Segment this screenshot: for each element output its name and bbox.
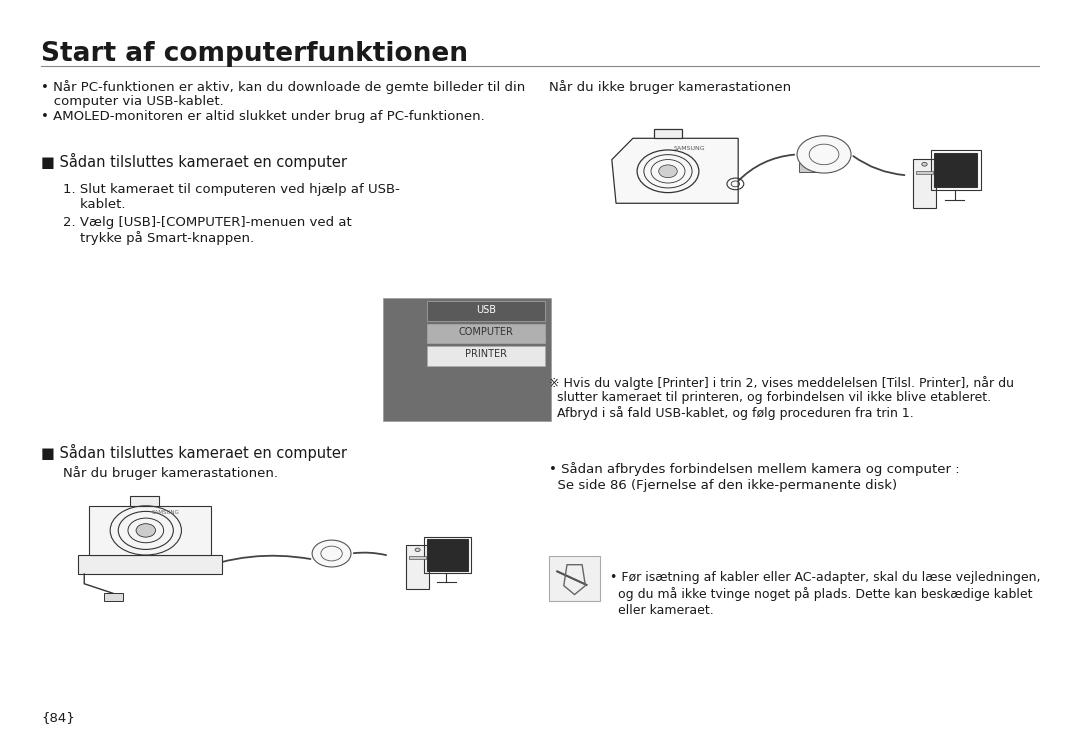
Text: COMPUTER: COMPUTER bbox=[459, 327, 513, 337]
Circle shape bbox=[797, 136, 851, 173]
Text: SAMSUNG: SAMSUNG bbox=[151, 510, 179, 515]
Text: Når du ikke bruger kamerastationen: Når du ikke bruger kamerastationen bbox=[549, 80, 791, 94]
Bar bbox=[406, 545, 429, 589]
Bar bbox=[427, 324, 545, 343]
Text: • Når PC-funktionen er aktiv, kan du downloade de gemte billeder til din: • Når PC-funktionen er aktiv, kan du dow… bbox=[41, 80, 525, 94]
Bar bbox=[104, 594, 123, 601]
Text: {84}: {84} bbox=[41, 711, 75, 724]
Text: trykke på Smart-knappen.: trykke på Smart-knappen. bbox=[63, 231, 254, 245]
Bar bbox=[916, 171, 933, 174]
Polygon shape bbox=[90, 506, 211, 555]
Text: og du må ikke tvinge noget på plads. Dette kan beskædige kablet: og du må ikke tvinge noget på plads. Det… bbox=[610, 587, 1032, 601]
Text: 2. Vælg [USB]-[COMPUTER]-menuen ved at: 2. Vælg [USB]-[COMPUTER]-menuen ved at bbox=[63, 216, 351, 229]
Text: computer via USB-kablet.: computer via USB-kablet. bbox=[41, 95, 224, 107]
Text: ■ Sådan tilsluttes kameraet en computer: ■ Sådan tilsluttes kameraet en computer bbox=[41, 444, 347, 461]
Circle shape bbox=[921, 163, 927, 166]
Text: 1. Slut kameraet til computeren ved hjælp af USB-: 1. Slut kameraet til computeren ved hjæl… bbox=[63, 183, 400, 195]
Text: • Før isætning af kabler eller AC-adapter, skal du læse vejledningen,: • Før isætning af kabler eller AC-adapte… bbox=[610, 571, 1041, 583]
Bar bbox=[427, 346, 545, 366]
Polygon shape bbox=[612, 138, 739, 203]
Bar bbox=[423, 537, 471, 573]
Text: Når du bruger kamerastationen.: Når du bruger kamerastationen. bbox=[63, 466, 278, 480]
Bar bbox=[427, 539, 468, 571]
Text: SAMSUNG: SAMSUNG bbox=[673, 145, 705, 151]
Polygon shape bbox=[78, 555, 222, 574]
Circle shape bbox=[415, 548, 420, 551]
Circle shape bbox=[136, 524, 156, 537]
Text: • Sådan afbrydes forbindelsen mellem kamera og computer :: • Sådan afbrydes forbindelsen mellem kam… bbox=[549, 463, 959, 477]
Text: ■ Sådan tilsluttes kameraet en computer: ■ Sådan tilsluttes kameraet en computer bbox=[41, 153, 347, 170]
Bar bbox=[427, 301, 545, 321]
Text: USB: USB bbox=[476, 304, 496, 315]
Text: PRINTER: PRINTER bbox=[465, 349, 507, 360]
Bar bbox=[799, 163, 821, 172]
Bar bbox=[549, 556, 600, 601]
Bar bbox=[409, 556, 426, 559]
Text: eller kameraet.: eller kameraet. bbox=[610, 604, 714, 616]
Text: Se side 86 (Fjernelse af den ikke-permanente disk): Se side 86 (Fjernelse af den ikke-perman… bbox=[549, 479, 896, 492]
Bar bbox=[934, 153, 977, 187]
Circle shape bbox=[312, 540, 351, 567]
Text: Afbryd i så fald USB-kablet, og følg proceduren fra trin 1.: Afbryd i så fald USB-kablet, og følg pro… bbox=[549, 406, 914, 420]
Bar bbox=[383, 298, 551, 421]
Text: slutter kameraet til printeren, og forbindelsen vil ikke blive etableret.: slutter kameraet til printeren, og forbi… bbox=[549, 391, 990, 404]
Text: • AMOLED-monitoren er altid slukket under brug af PC-funktionen.: • AMOLED-monitoren er altid slukket unde… bbox=[41, 110, 485, 122]
Text: kablet.: kablet. bbox=[63, 198, 125, 210]
Text: ※ Hvis du valgte [Printer] i trin 2, vises meddelelsen [Tilsl. Printer], når du: ※ Hvis du valgte [Printer] i trin 2, vis… bbox=[549, 376, 1014, 390]
Polygon shape bbox=[654, 128, 683, 138]
Circle shape bbox=[659, 165, 677, 178]
Bar bbox=[931, 151, 981, 189]
Text: Start af computerfunktionen: Start af computerfunktionen bbox=[41, 41, 468, 67]
Polygon shape bbox=[130, 497, 159, 506]
Bar bbox=[913, 158, 936, 207]
